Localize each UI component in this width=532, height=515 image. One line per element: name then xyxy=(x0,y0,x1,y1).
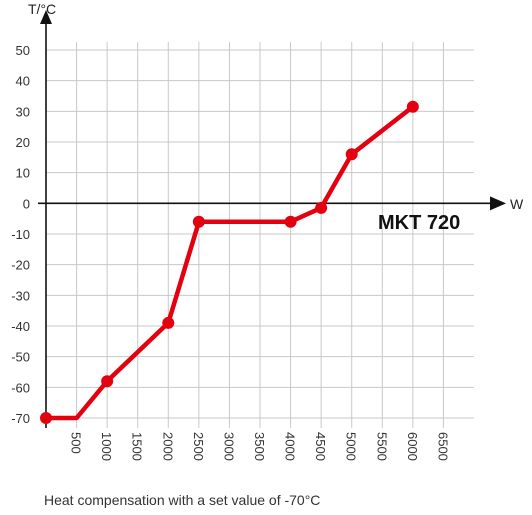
chart-caption: Heat compensation with a set value of -7… xyxy=(44,492,321,508)
x-tick-label: 6500 xyxy=(435,432,450,461)
x-tick-label: 4500 xyxy=(313,432,328,461)
data-point xyxy=(40,412,52,424)
y-tick-label: -50 xyxy=(11,350,30,365)
series xyxy=(40,100,419,424)
x-tick-label: 4000 xyxy=(283,432,298,461)
data-point xyxy=(345,148,358,161)
data-point xyxy=(101,375,114,388)
y-axis-arrow xyxy=(40,10,52,24)
data-point xyxy=(162,316,175,329)
grid xyxy=(46,42,474,428)
x-tick-label: 1500 xyxy=(130,432,145,461)
x-tick-label: 2000 xyxy=(160,432,175,461)
x-tick-label: 3000 xyxy=(221,432,236,461)
y-tick-label: -20 xyxy=(11,258,30,273)
x-tick-label: 500 xyxy=(69,432,84,454)
y-tick-labels: -70 -60 -50 -40 -30 -20 -10 0 10 20 30 40 50 xyxy=(11,43,30,426)
chart-annotation: MKT 720 xyxy=(378,212,460,234)
x-tick-label: 2500 xyxy=(191,432,206,461)
x-tick-label: 5500 xyxy=(374,432,389,461)
y-tick-label: 40 xyxy=(16,74,30,89)
data-point xyxy=(406,100,419,113)
x-tick-label: 6000 xyxy=(405,432,420,461)
data-point xyxy=(284,215,297,228)
data-point xyxy=(315,201,328,214)
axes xyxy=(38,10,506,428)
y-axis-label: T/°C xyxy=(28,1,56,17)
y-tick-label: -30 xyxy=(11,288,30,303)
x-axis-label: W xyxy=(510,196,524,212)
y-tick-label: -40 xyxy=(11,319,30,334)
y-tick-label: -70 xyxy=(11,411,30,426)
y-tick-label: 10 xyxy=(16,166,30,181)
x-tick-label: 5000 xyxy=(344,432,359,461)
y-tick-label: -10 xyxy=(11,227,30,242)
y-tick-label: 0 xyxy=(23,196,30,211)
data-point xyxy=(192,215,205,228)
y-tick-label: 20 xyxy=(16,135,30,150)
y-tick-label: 50 xyxy=(16,43,30,58)
x-tick-label: 3500 xyxy=(252,432,267,461)
y-tick-label: 30 xyxy=(16,104,30,119)
y-tick-label: -60 xyxy=(11,380,30,395)
x-axis-arrow xyxy=(490,196,506,211)
x-tick-label: 1000 xyxy=(99,432,114,461)
x-tick-labels: 500 1000 1500 2000 2500 3000 3500 4000 4500 5000 5… xyxy=(69,432,451,461)
